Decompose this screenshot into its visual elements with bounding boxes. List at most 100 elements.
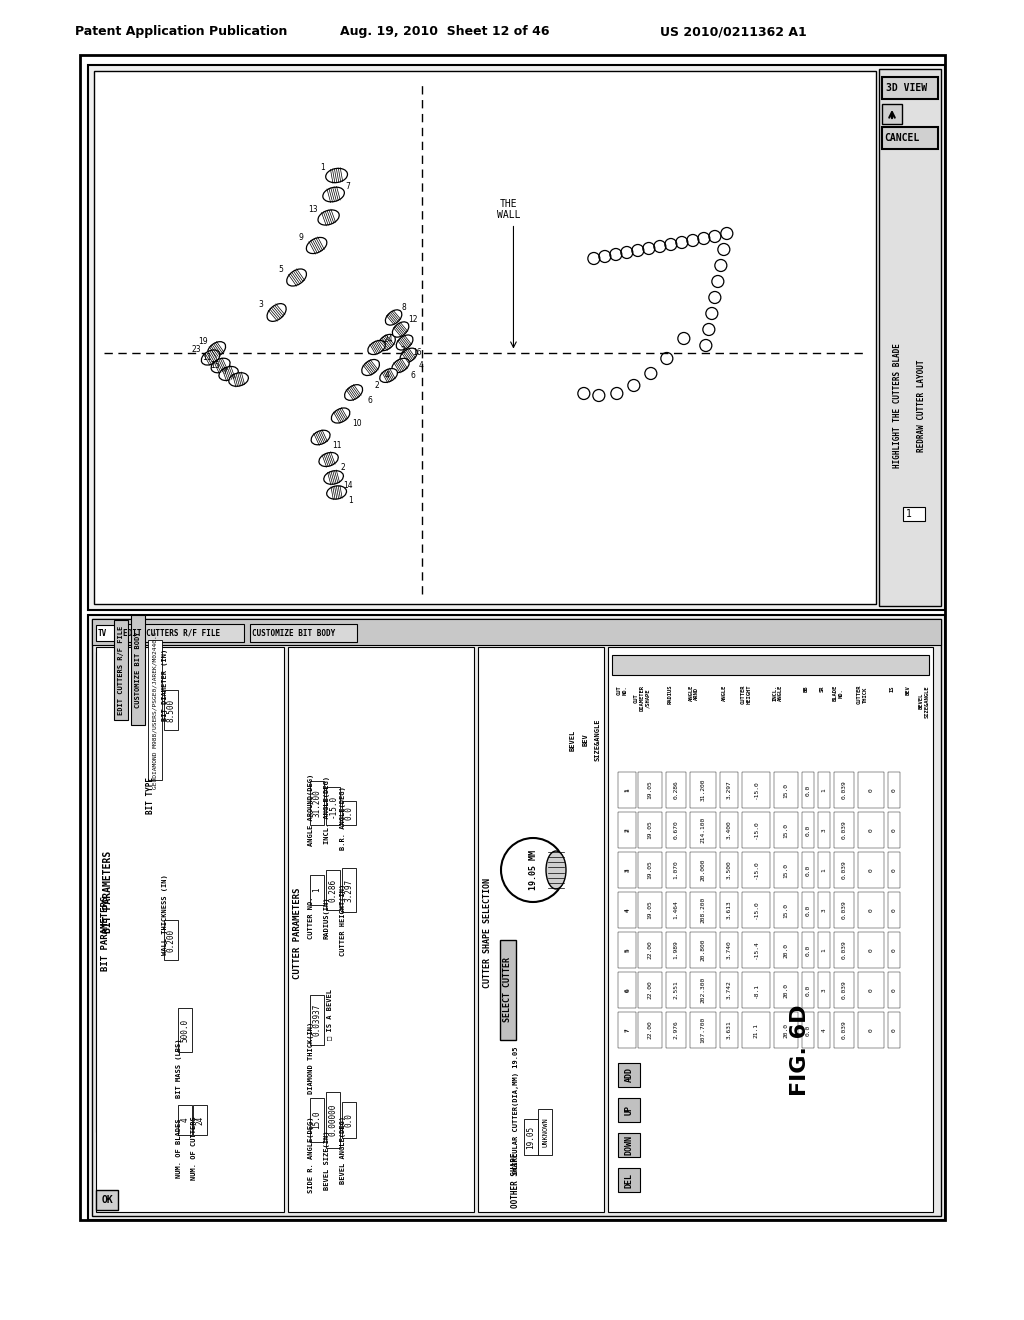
Text: IS: IS: [890, 685, 895, 692]
Bar: [802, 812, 814, 847]
Bar: [690, 932, 716, 968]
Text: CUSTOMIZE BIT BODY: CUSTOMIZE BIT BODY: [135, 632, 141, 709]
Text: CUSTOMIZE BIT BODY: CUSTOMIZE BIT BODY: [253, 628, 336, 638]
Ellipse shape: [287, 269, 306, 286]
Bar: [92, 619, 941, 645]
Bar: [342, 801, 356, 825]
Ellipse shape: [327, 486, 346, 499]
Bar: [638, 1012, 662, 1048]
Bar: [88, 615, 945, 1220]
Text: INCL.
ANGLE: INCL. ANGLE: [772, 685, 783, 701]
Text: 0.039: 0.039: [842, 900, 847, 919]
Ellipse shape: [219, 367, 239, 380]
Text: 214.100: 214.100: [700, 817, 706, 843]
Text: GEODIAMOND M988/USERS/PSGE0/JAREK/M02440.C: GEODIAMOND M988/USERS/PSGE0/JAREK/M02440…: [153, 631, 158, 789]
Text: HIGHLIGHT THE CUTTERS BLADE: HIGHLIGHT THE CUTTERS BLADE: [893, 343, 901, 469]
Text: DIAMOND THICK(IN): DIAMOND THICK(IN): [308, 1022, 314, 1094]
Text: DOWN: DOWN: [625, 1135, 634, 1155]
Text: 1: 1: [312, 887, 322, 892]
Ellipse shape: [385, 310, 401, 325]
Bar: [96, 1191, 118, 1210]
Text: 22.00: 22.00: [647, 1020, 652, 1039]
Text: 3.631: 3.631: [726, 1020, 731, 1039]
Text: 5: 5: [625, 948, 630, 952]
Bar: [879, 69, 941, 606]
Text: BIT PARAMETERS: BIT PARAMETERS: [103, 851, 113, 933]
Bar: [742, 972, 770, 1008]
Bar: [666, 932, 686, 968]
Bar: [114, 620, 128, 719]
Bar: [638, 932, 662, 968]
Text: 0.200: 0.200: [167, 928, 175, 952]
Text: 0: 0: [892, 869, 896, 873]
Bar: [818, 772, 830, 808]
Text: 3: 3: [625, 869, 630, 873]
Bar: [690, 851, 716, 888]
Text: 0.039: 0.039: [842, 941, 847, 960]
Text: 0: 0: [868, 1028, 873, 1032]
Text: 0.039: 0.039: [842, 861, 847, 879]
Bar: [666, 812, 686, 847]
Ellipse shape: [546, 851, 566, 888]
Text: BEV: BEV: [905, 685, 910, 694]
Text: 3.500: 3.500: [726, 861, 731, 879]
Bar: [92, 619, 941, 1216]
Text: 19.05: 19.05: [647, 821, 652, 840]
Bar: [164, 920, 178, 960]
Bar: [834, 772, 854, 808]
Text: 13: 13: [308, 205, 317, 214]
Bar: [618, 1098, 640, 1122]
Bar: [666, 1012, 686, 1048]
Text: 3.400: 3.400: [726, 821, 731, 840]
Text: 20.0: 20.0: [783, 942, 788, 957]
Text: FIG. 6D: FIG. 6D: [790, 1005, 810, 1096]
Bar: [742, 1012, 770, 1048]
Bar: [818, 892, 830, 928]
Bar: [690, 812, 716, 847]
Text: 19.05 MM: 19.05 MM: [528, 850, 538, 890]
Text: 22.00: 22.00: [647, 941, 652, 960]
Bar: [612, 655, 929, 675]
Bar: [858, 772, 884, 808]
Text: EDIT CUTTERS R/F FILE: EDIT CUTTERS R/F FILE: [118, 626, 124, 714]
Bar: [834, 1012, 854, 1048]
Text: 4: 4: [384, 371, 389, 380]
Bar: [96, 652, 283, 1133]
Bar: [858, 932, 884, 968]
Bar: [802, 851, 814, 888]
Text: 14: 14: [343, 480, 352, 490]
Bar: [500, 940, 516, 1040]
Text: 1: 1: [821, 948, 826, 952]
Bar: [834, 892, 854, 928]
Text: 0.0: 0.0: [344, 807, 353, 820]
Text: NUM. OF CUTTERS: NUM. OF CUTTERS: [191, 1117, 197, 1180]
Bar: [638, 772, 662, 808]
Ellipse shape: [396, 335, 413, 350]
Ellipse shape: [345, 384, 362, 400]
Bar: [888, 812, 900, 847]
Text: 3.742: 3.742: [726, 981, 731, 999]
Text: WALL THICKNESS (IN): WALL THICKNESS (IN): [162, 875, 168, 956]
Bar: [802, 932, 814, 968]
Bar: [858, 972, 884, 1008]
Bar: [131, 615, 145, 725]
Text: TV: TV: [98, 628, 108, 638]
Text: 500.0: 500.0: [180, 1019, 189, 1041]
Bar: [666, 972, 686, 1008]
Bar: [690, 972, 716, 1008]
Text: 0: 0: [868, 869, 873, 873]
Text: 0.0: 0.0: [344, 1113, 353, 1127]
Text: 0: 0: [868, 989, 873, 991]
Bar: [666, 772, 686, 808]
Text: 0: 0: [868, 828, 873, 832]
Ellipse shape: [368, 341, 385, 355]
Text: 0.0: 0.0: [806, 825, 811, 836]
Bar: [742, 851, 770, 888]
Text: 0.670: 0.670: [674, 821, 679, 840]
Text: 7: 7: [222, 367, 227, 376]
Text: BEVEL
SIZE&ANGLE: BEVEL SIZE&ANGLE: [919, 685, 930, 718]
Bar: [888, 851, 900, 888]
Bar: [524, 1119, 538, 1155]
Bar: [96, 647, 284, 1212]
Bar: [774, 972, 798, 1008]
